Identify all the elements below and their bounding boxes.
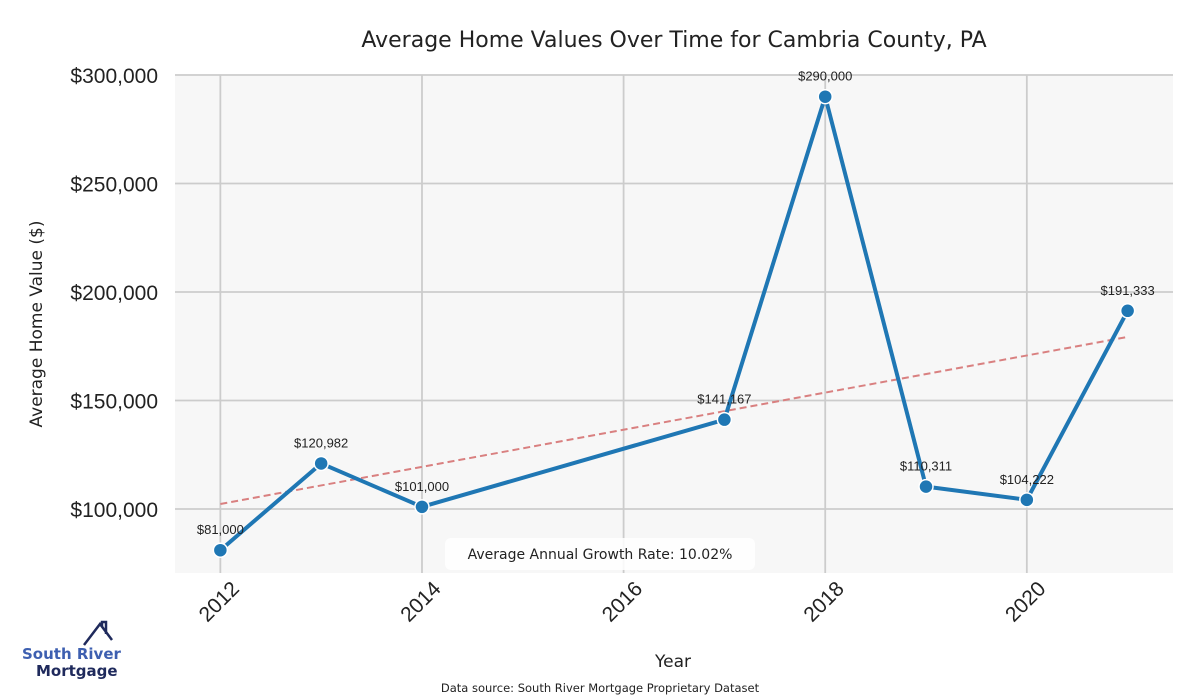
y-tick-label: $200,000	[70, 282, 158, 305]
data-point	[212, 542, 229, 558]
x-tick-label: 2014	[396, 577, 446, 627]
logo-line1: South River	[22, 645, 122, 663]
plot-area	[175, 75, 1173, 573]
x-tick-label: 2012	[195, 577, 244, 626]
data-point	[414, 499, 430, 515]
data-label: $104,222	[1000, 472, 1054, 487]
data-point	[918, 478, 934, 495]
data-source: Data source: South River Mortgage Propri…	[441, 681, 760, 695]
growth-rate-text: Average Annual Growth Rate: 10.02%	[468, 547, 733, 563]
x-axis-label: Year	[654, 652, 691, 672]
chart-title: Average Home Values Over Time for Cambri…	[361, 28, 986, 53]
data-labels: $81,000 $120,982 $101,000 $141,167 $290,000 $…	[197, 69, 1155, 538]
x-tick-label: 2016	[598, 577, 647, 626]
south-river-mortgage-logo: South River Mortgage	[22, 620, 122, 680]
x-tick-label: 2020	[1001, 577, 1050, 626]
data-label: $101,000	[395, 479, 449, 494]
series-group	[212, 88, 1136, 558]
data-label: $110,311	[900, 459, 952, 474]
data-point	[1119, 303, 1136, 319]
data-label: $290,000	[798, 69, 852, 84]
y-tick-label: $300,000	[70, 65, 158, 88]
house-roof-icon	[83, 621, 113, 646]
x-tick-label: 2018	[799, 577, 848, 626]
gridlines	[175, 74, 1173, 573]
chimney-icon	[100, 620, 108, 634]
data-label: $120,982	[294, 435, 348, 450]
y-axis-label: Average Home Value ($)	[27, 221, 47, 428]
data-point	[716, 411, 733, 428]
growth-rate-annotation: Average Annual Growth Rate: 10.02%	[445, 538, 755, 570]
data-label: $191,333	[1101, 283, 1155, 298]
y-tick-label: $100,000	[70, 499, 158, 522]
y-tick-label: $150,000	[70, 390, 158, 413]
data-point	[313, 455, 329, 472]
annotation-box	[445, 538, 755, 570]
series-line	[219, 94, 1130, 552]
data-point	[1019, 492, 1035, 508]
data-label: $81,000	[197, 522, 244, 537]
y-tick-label: $250,000	[70, 173, 158, 196]
data-label: $141,167	[697, 392, 751, 407]
data-point	[817, 88, 833, 105]
x-axis-ticks: 2012 2014 2016 2018 2020	[195, 577, 1051, 627]
logo-line2: Mortgage	[36, 662, 118, 680]
y-axis-ticks: $100,000 $150,000 $200,000 $250,000 $300,000	[70, 65, 158, 522]
